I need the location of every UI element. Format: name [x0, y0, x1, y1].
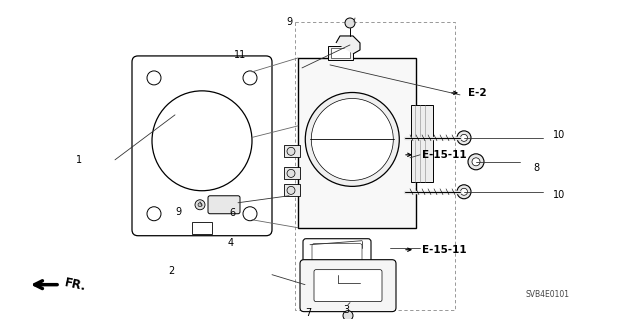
- Circle shape: [195, 200, 205, 210]
- Circle shape: [287, 147, 295, 155]
- Circle shape: [243, 207, 257, 221]
- Circle shape: [457, 185, 471, 199]
- Text: 9: 9: [175, 207, 181, 217]
- Circle shape: [468, 154, 484, 170]
- Bar: [284, 184, 300, 197]
- Text: SVB4E0101: SVB4E0101: [525, 290, 569, 299]
- Text: E-15-11: E-15-11: [422, 150, 467, 160]
- Circle shape: [345, 18, 355, 28]
- Text: 6: 6: [229, 208, 235, 218]
- FancyBboxPatch shape: [300, 260, 396, 312]
- Circle shape: [243, 71, 257, 85]
- FancyBboxPatch shape: [312, 244, 362, 262]
- Circle shape: [287, 169, 295, 177]
- Bar: [295, 22, 455, 310]
- FancyBboxPatch shape: [208, 196, 240, 214]
- Bar: [411, 106, 433, 182]
- Circle shape: [311, 99, 393, 180]
- Text: 3: 3: [343, 305, 349, 315]
- Text: 10: 10: [553, 190, 565, 200]
- Bar: [192, 222, 212, 234]
- Text: 2: 2: [168, 266, 174, 276]
- Circle shape: [147, 71, 161, 85]
- Polygon shape: [336, 36, 360, 54]
- FancyBboxPatch shape: [303, 239, 371, 267]
- Text: E-2: E-2: [468, 88, 486, 98]
- Text: 9: 9: [286, 17, 292, 27]
- Text: E-15-11: E-15-11: [422, 245, 467, 255]
- Circle shape: [147, 207, 161, 221]
- Text: 11: 11: [234, 50, 246, 60]
- Text: FR.: FR.: [63, 276, 87, 293]
- Text: 4: 4: [228, 238, 234, 248]
- Circle shape: [287, 186, 295, 194]
- Circle shape: [457, 131, 471, 145]
- FancyBboxPatch shape: [314, 270, 382, 302]
- Circle shape: [461, 134, 467, 141]
- Circle shape: [343, 311, 353, 319]
- Bar: [284, 145, 300, 157]
- Bar: [298, 58, 416, 228]
- Text: 10: 10: [553, 130, 565, 140]
- Text: 8: 8: [533, 163, 539, 173]
- Circle shape: [472, 158, 480, 166]
- Bar: [330, 48, 349, 58]
- FancyBboxPatch shape: [132, 56, 272, 236]
- Circle shape: [461, 188, 467, 195]
- Text: 7: 7: [305, 308, 311, 318]
- Text: 1: 1: [76, 155, 82, 165]
- Circle shape: [305, 93, 399, 186]
- Circle shape: [152, 91, 252, 191]
- Circle shape: [198, 203, 202, 207]
- Bar: [328, 46, 353, 60]
- Bar: [284, 167, 300, 179]
